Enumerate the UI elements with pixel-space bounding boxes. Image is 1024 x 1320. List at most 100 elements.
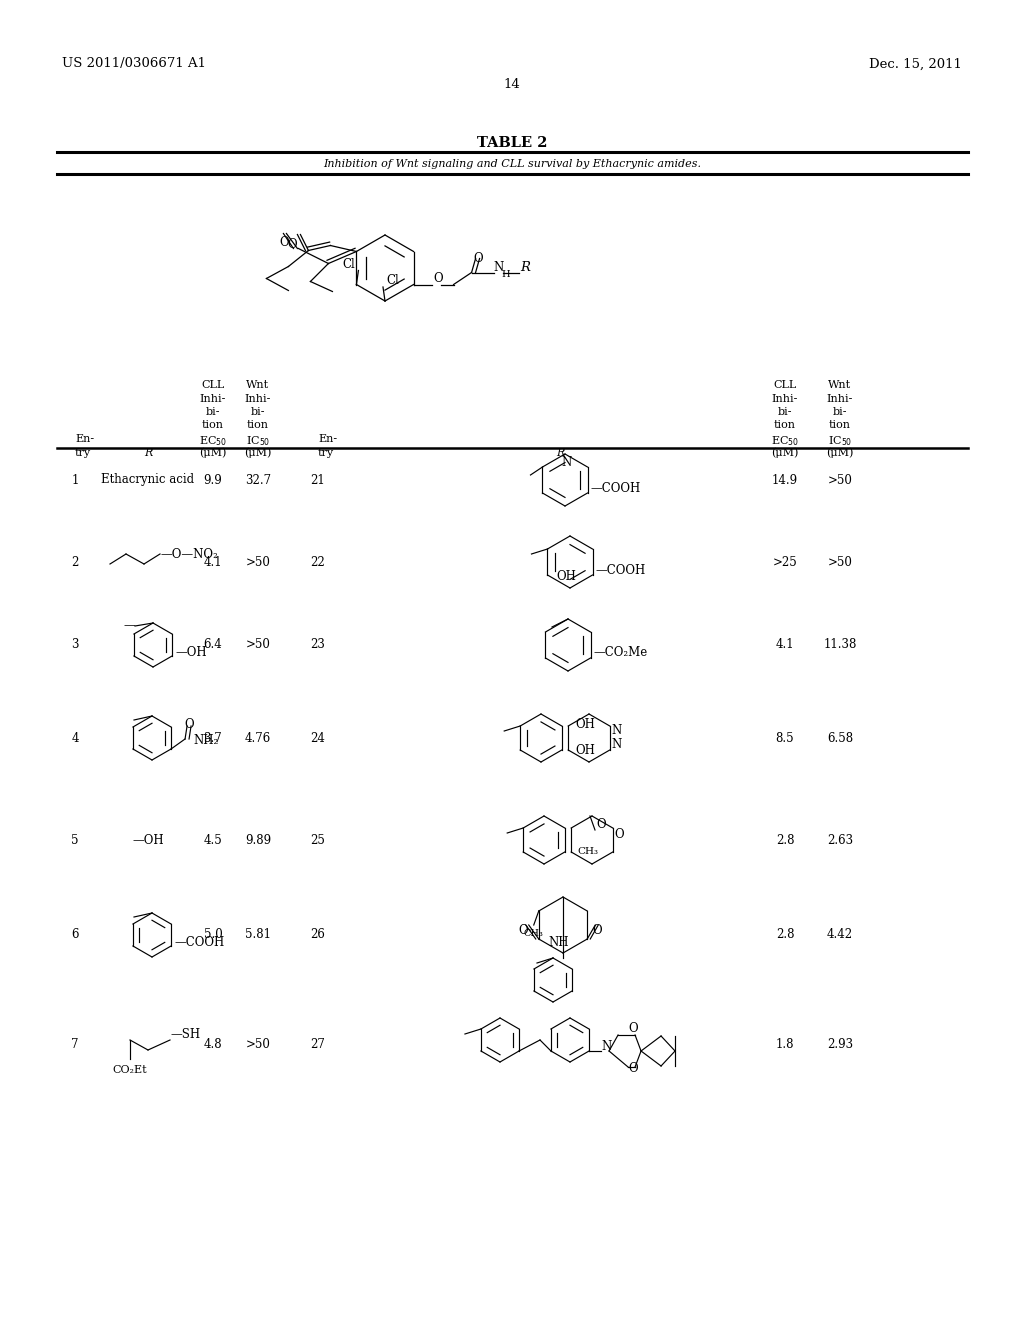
Text: OH: OH (575, 718, 595, 730)
Text: tion: tion (829, 421, 851, 430)
Text: (μM): (μM) (245, 447, 271, 458)
Text: 7: 7 (72, 1039, 79, 1052)
Text: IC$_{50}$: IC$_{50}$ (827, 434, 852, 447)
Text: OH: OH (556, 569, 575, 582)
Text: O: O (280, 236, 289, 249)
Text: 4.5: 4.5 (204, 833, 222, 846)
Text: CH₃: CH₃ (578, 847, 598, 857)
Text: 8.5: 8.5 (776, 731, 795, 744)
Text: 9.89: 9.89 (245, 833, 271, 846)
Text: 9.9: 9.9 (204, 474, 222, 487)
Text: O: O (614, 828, 625, 841)
Text: R: R (556, 447, 564, 458)
Text: bi-: bi- (251, 407, 265, 417)
Text: 6.4: 6.4 (204, 639, 222, 652)
Text: Inhi-: Inhi- (245, 393, 271, 404)
Text: 5.0: 5.0 (204, 928, 222, 941)
Text: 32.7: 32.7 (245, 474, 271, 487)
Text: Ethacrynic acid: Ethacrynic acid (101, 474, 195, 487)
Text: Dec. 15, 2011: Dec. 15, 2011 (869, 58, 962, 70)
Text: bi-: bi- (833, 407, 847, 417)
Text: —COOH: —COOH (591, 482, 641, 495)
Text: O: O (433, 272, 443, 285)
Text: En-: En- (75, 434, 94, 444)
Text: (μM): (μM) (771, 447, 799, 458)
Text: Wnt: Wnt (828, 380, 852, 389)
Text: 3: 3 (72, 639, 79, 652)
Text: 5: 5 (72, 833, 79, 846)
Text: NH: NH (549, 936, 569, 949)
Text: tion: tion (247, 421, 269, 430)
Text: R: R (520, 261, 530, 275)
Text: EC$_{50}$: EC$_{50}$ (771, 434, 799, 447)
Text: Inhi-: Inhi- (200, 393, 226, 404)
Text: 2.8: 2.8 (776, 833, 795, 846)
Text: 11.38: 11.38 (823, 639, 857, 652)
Text: Inhi-: Inhi- (772, 393, 798, 404)
Text: —: — (123, 619, 135, 632)
Text: O: O (628, 1063, 638, 1076)
Text: H: H (502, 271, 510, 279)
Text: 2.63: 2.63 (827, 833, 853, 846)
Text: O: O (184, 718, 194, 731)
Text: O: O (628, 1023, 638, 1035)
Text: 21: 21 (310, 474, 326, 487)
Text: 4.1: 4.1 (204, 556, 222, 569)
Text: 14: 14 (504, 78, 520, 91)
Text: try: try (75, 447, 91, 458)
Text: >50: >50 (246, 1039, 270, 1052)
Text: CLL: CLL (202, 380, 224, 389)
Text: 4: 4 (72, 731, 79, 744)
Text: N: N (611, 738, 622, 751)
Text: N: N (561, 455, 571, 469)
Text: >50: >50 (827, 556, 852, 569)
Text: O: O (518, 924, 527, 937)
Text: bi-: bi- (206, 407, 220, 417)
Text: (μM): (μM) (826, 447, 854, 458)
Text: N: N (601, 1040, 611, 1052)
Text: 3.7: 3.7 (204, 731, 222, 744)
Text: 4.1: 4.1 (776, 639, 795, 652)
Text: —O—NO₂: —O—NO₂ (160, 548, 218, 561)
Text: Cl: Cl (342, 257, 354, 271)
Text: OH: OH (575, 743, 595, 756)
Text: —OH: —OH (175, 647, 207, 660)
Text: 22: 22 (310, 556, 326, 569)
Text: 5.81: 5.81 (245, 928, 271, 941)
Text: O: O (288, 238, 297, 251)
Text: >50: >50 (246, 639, 270, 652)
Text: 14.9: 14.9 (772, 474, 798, 487)
Text: US 2011/0306671 A1: US 2011/0306671 A1 (62, 58, 206, 70)
Text: N: N (494, 261, 504, 275)
Text: O: O (593, 924, 602, 937)
Text: CO₂Et: CO₂Et (113, 1065, 147, 1074)
Text: 26: 26 (310, 928, 326, 941)
Text: 4.76: 4.76 (245, 731, 271, 744)
Text: 1.8: 1.8 (776, 1039, 795, 1052)
Text: try: try (318, 447, 334, 458)
Text: 1: 1 (72, 474, 79, 487)
Text: Cl: Cl (387, 275, 399, 288)
Text: 4.42: 4.42 (827, 928, 853, 941)
Text: tion: tion (202, 421, 224, 430)
Text: 2.8: 2.8 (776, 928, 795, 941)
Text: >25: >25 (773, 556, 798, 569)
Text: CH₃: CH₃ (524, 929, 544, 939)
Text: tion: tion (774, 421, 796, 430)
Text: 25: 25 (310, 833, 326, 846)
Text: 27: 27 (310, 1039, 326, 1052)
Text: —COOH: —COOH (174, 936, 224, 949)
Text: 6: 6 (72, 928, 79, 941)
Text: 2.93: 2.93 (827, 1039, 853, 1052)
Text: —CO₂Me: —CO₂Me (594, 647, 648, 660)
Text: NH₂: NH₂ (194, 734, 218, 747)
Text: IC$_{50}$: IC$_{50}$ (246, 434, 270, 447)
Text: N: N (611, 725, 622, 738)
Text: —COOH: —COOH (596, 564, 646, 577)
Text: —OH: —OH (132, 833, 164, 846)
Text: —SH: —SH (170, 1028, 200, 1041)
Text: R: R (143, 447, 153, 458)
Text: 2: 2 (72, 556, 79, 569)
Text: >50: >50 (246, 556, 270, 569)
Text: bi-: bi- (778, 407, 793, 417)
